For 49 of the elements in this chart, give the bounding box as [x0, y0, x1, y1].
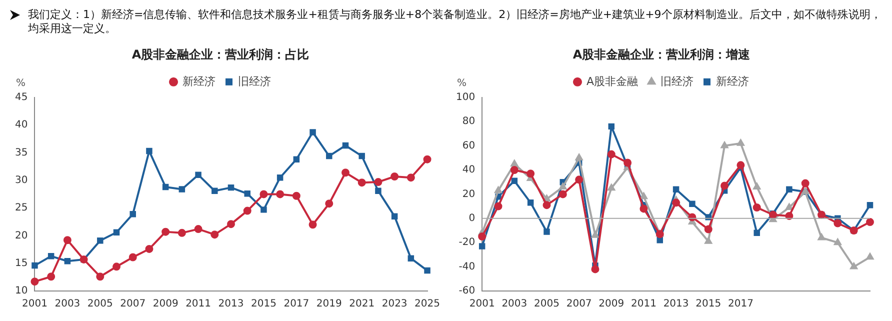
- y-tick-label: 40: [462, 164, 476, 176]
- x-tick-label: 2011: [186, 298, 212, 310]
- x-tick-label: 2007: [566, 298, 592, 310]
- x-tick-label: 2015: [250, 298, 276, 310]
- y-tick-label: 20: [14, 230, 28, 242]
- x-tick-label: 2011: [630, 298, 656, 310]
- legend-label: 新经济: [716, 74, 750, 88]
- y-tick-label: -40: [458, 261, 476, 272]
- x-tick-label: 2009: [152, 298, 178, 310]
- text: 我们定义：1）新经济=信息传输、软件和信息技术服务业+租赁与商务服务业+8个装备制造业。2）旧经济=房地产业+建筑业+9个原材料制造业。后文中，如不做特殊说明，均采用这一定义。: [28, 8, 882, 36]
- x-tick-label: 2023: [382, 298, 408, 310]
- x-tick-label: 2019: [316, 298, 342, 310]
- x-tick-label: 2003: [502, 298, 528, 310]
- y-tick-label: 80: [462, 116, 476, 128]
- y-tick-label: 20: [462, 188, 476, 200]
- x-tick-label: 2005: [87, 298, 113, 310]
- y-tick-label: 35: [14, 147, 28, 158]
- y-tick-label: 100: [456, 92, 476, 103]
- y-tick-label: 0: [468, 212, 476, 224]
- y-tick-label: 45: [14, 92, 28, 103]
- legend-label: 新经济: [182, 74, 216, 88]
- y-tick-label: 25: [14, 202, 28, 214]
- x-tick-label: 2025: [414, 298, 440, 310]
- x-tick-label: 2003: [54, 298, 80, 310]
- legend-label: A股非金融: [586, 74, 638, 88]
- legend-label: 旧经济: [660, 74, 694, 88]
- x-tick-label: 2021: [349, 298, 375, 310]
- x-tick-label: 2013: [663, 298, 689, 310]
- y-axis-title: %: [16, 78, 26, 89]
- x-tick-label: 2009: [598, 298, 624, 310]
- y-tick-label: 60: [462, 140, 476, 152]
- y-tick-label: -20: [458, 237, 476, 248]
- x-tick-label: 2007: [120, 298, 146, 310]
- y-tick-label: 30: [14, 174, 28, 186]
- chart-title: A股非金融企业：营业利润：增速: [572, 47, 752, 62]
- x-tick-label: 2005: [534, 298, 560, 310]
- y-tick-label: -60: [458, 286, 476, 297]
- legend-label: 旧经济: [238, 74, 271, 88]
- y-tick-label: 15: [14, 258, 28, 269]
- y-axis-title: %: [457, 78, 467, 89]
- x-tick-label: 2017: [284, 298, 310, 310]
- x-tick-label: 2001: [22, 298, 48, 310]
- chart-title: A股非金融企业：营业利润：占比: [132, 47, 310, 62]
- x-tick-label: 2015: [696, 298, 722, 310]
- y-tick-label: 40: [14, 120, 28, 131]
- x-tick-label: 2001: [469, 298, 495, 310]
- x-tick-label: 2017: [728, 298, 754, 310]
- x-tick-label: 2013: [218, 298, 244, 310]
- y-tick-label: 10: [14, 286, 28, 297]
